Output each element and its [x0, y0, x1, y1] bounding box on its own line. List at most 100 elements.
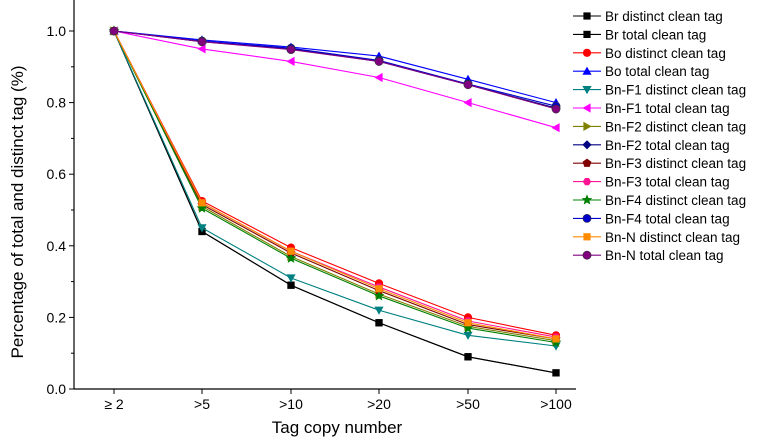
legend-item: Bn-F2 total clean tag — [573, 138, 730, 153]
data-point — [582, 178, 592, 186]
legend-item: Bo total clean tag — [573, 64, 709, 79]
series-bn-f1-distinct-clean-tag — [109, 27, 561, 351]
series-bn-f1-total-clean-tag — [109, 26, 560, 133]
series-bn-n-total-clean-tag — [109, 26, 561, 114]
data-point — [582, 213, 592, 223]
y-tick-label: 0.8 — [47, 95, 67, 111]
data-point — [374, 72, 383, 83]
series-bo-distinct-clean-tag — [109, 26, 561, 340]
data-point — [197, 44, 206, 54]
legend-item: Bn-F4 distinct clean tag — [573, 193, 746, 208]
data-point — [463, 80, 473, 90]
data-point — [374, 306, 384, 315]
data-point — [287, 281, 295, 289]
y-tick-label: 1.0 — [47, 23, 67, 39]
data-point — [583, 12, 591, 20]
y-axis-label: Percentage of total and distinct tag (%) — [8, 66, 27, 359]
data-point — [583, 30, 591, 38]
legend-item: Br distinct clean tag — [573, 9, 723, 24]
legend-label: Bn-F4 distinct clean tag — [605, 193, 746, 208]
y-tick-label: 0.6 — [47, 166, 67, 182]
data-point — [109, 26, 119, 36]
data-point — [551, 104, 561, 114]
legend-label: Br total clean tag — [605, 27, 706, 42]
y-tick-label: 0.2 — [47, 309, 67, 325]
data-point — [463, 98, 472, 108]
data-point — [286, 56, 295, 66]
series-line — [113, 30, 557, 374]
series-br-distinct-clean-tag — [110, 27, 560, 377]
legend-item: Bn-F3 total clean tag — [573, 175, 730, 190]
legend-label: Bn-N distinct clean tag — [605, 230, 740, 245]
series-line — [113, 30, 557, 110]
data-point — [464, 319, 472, 327]
legend-item: Bn-N distinct clean tag — [573, 230, 740, 245]
x-axis-label: Tag copy number — [272, 418, 403, 437]
data-point — [375, 285, 383, 293]
legend-item: Bn-F3 distinct clean tag — [573, 156, 746, 171]
legend-item: Br total clean tag — [573, 27, 706, 42]
legend-item: Bn-F4 total clean tag — [573, 211, 730, 226]
data-point — [374, 57, 384, 66]
legend-label: Br distinct clean tag — [605, 9, 723, 24]
y-tick-label: 0.4 — [47, 238, 67, 254]
data-point — [583, 121, 592, 131]
series-line — [113, 30, 557, 347]
series-line — [113, 30, 557, 340]
data-point — [582, 250, 592, 260]
legend-item: Bn-F2 distinct clean tag — [573, 119, 746, 134]
data-point — [583, 233, 591, 241]
series-line — [113, 30, 557, 344]
data-point — [582, 48, 592, 57]
legend: Br distinct clean tag Br total clean tag B… — [573, 9, 746, 263]
x-tick-label: >50 — [456, 396, 480, 412]
data-point — [551, 123, 560, 133]
data-point — [197, 224, 207, 233]
series-bn-f4-distinct-clean-tag — [108, 25, 562, 347]
data-point — [375, 319, 383, 327]
data-point — [552, 369, 560, 377]
series-bn-f3-distinct-clean-tag — [109, 26, 561, 343]
legend-label: Bn-F2 total clean tag — [605, 138, 730, 153]
series-line — [113, 30, 557, 107]
legend-label: Bn-F1 distinct clean tag — [605, 83, 746, 98]
data-point — [582, 66, 592, 75]
data-point — [582, 86, 592, 95]
data-point — [464, 353, 472, 361]
legend-label: Bn-F4 total clean tag — [605, 211, 730, 226]
series-line — [113, 30, 557, 104]
data-point — [286, 274, 296, 283]
x-tick-label: ≥ 2 — [104, 396, 124, 412]
series-lines — [108, 25, 562, 377]
y-tick-label: 0.0 — [47, 381, 67, 397]
data-point — [198, 199, 206, 207]
legend-label: Bo distinct clean tag — [605, 46, 726, 61]
series-line — [113, 30, 557, 129]
series-bn-f4-total-clean-tag — [109, 26, 561, 111]
legend-item: Bn-N total clean tag — [573, 248, 724, 263]
series-br-total-clean-tag — [110, 27, 560, 377]
legend-item: Bo distinct clean tag — [573, 46, 726, 61]
data-point — [286, 45, 296, 55]
data-point — [373, 290, 385, 301]
data-point — [287, 247, 295, 255]
legend-label: Bn-F1 total clean tag — [605, 101, 730, 116]
legend-item: Bn-F1 distinct clean tag — [573, 83, 746, 98]
data-point — [552, 335, 560, 343]
data-point — [463, 331, 473, 340]
legend-label: Bn-F3 total clean tag — [605, 175, 730, 190]
x-tick-label: >5 — [194, 396, 210, 412]
x-tick-label: >20 — [367, 396, 391, 412]
data-point — [462, 322, 474, 333]
legend-label: Bo total clean tag — [605, 64, 709, 79]
axes: 0.0 0.2 0.4 0.6 0.8 1.0 ≥ 2 >5 >10 >20 >50 >100 — [47, 0, 576, 412]
data-point — [196, 202, 208, 213]
series-bn-f2-distinct-clean-tag — [110, 26, 561, 346]
series-line — [113, 30, 557, 338]
legend-item: Bn-F1 total clean tag — [573, 101, 730, 116]
data-point — [197, 37, 207, 47]
series-line — [113, 30, 557, 342]
x-tick-label: >10 — [279, 396, 303, 412]
legend-label: Bn-F3 distinct clean tag — [605, 156, 746, 171]
